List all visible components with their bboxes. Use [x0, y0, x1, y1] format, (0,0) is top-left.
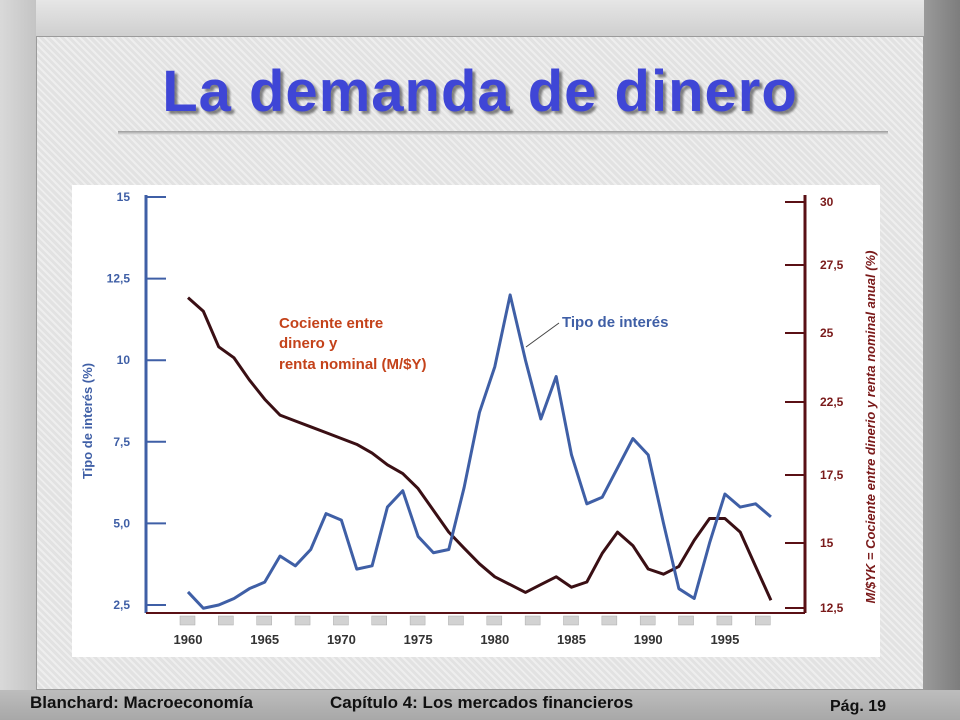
- x-tick-label: 1990: [634, 632, 663, 647]
- chart: 15 12,5 10 7,5 5,0 2,5 30 27,5 25 22,5 17,5 15 12,5…: [80, 190, 878, 647]
- x-tick-label: 1980: [480, 632, 509, 647]
- right-tick-label: 17,5: [820, 468, 844, 482]
- left-axis-label: Tipo de interés (%): [80, 363, 95, 479]
- slide-title: La demanda de dinero: [162, 59, 798, 124]
- x-axis-marker: [755, 615, 771, 626]
- right-tick-label: 27,5: [820, 258, 844, 272]
- x-axis-marker: [524, 615, 541, 626]
- left-tick-label: 7,5: [113, 435, 130, 449]
- chart-panel: 15 12,5 10 7,5 5,0 2,5 30 27,5 25 22,5 17,5 15 12,5…: [72, 185, 880, 657]
- x-axis-marker: [601, 615, 618, 626]
- right-tick-label: 30: [820, 195, 834, 209]
- interest-label-leader: [525, 322, 560, 348]
- x-axis-marker: [678, 615, 694, 626]
- frame-bevel-right: [924, 0, 960, 690]
- frame-bevel-left: [0, 0, 36, 690]
- x-axis-marker: [716, 615, 733, 626]
- x-tick-label: 1960: [174, 632, 203, 647]
- left-tick-label: 15: [117, 190, 131, 204]
- x-axis-marker: [409, 615, 426, 626]
- x-axis-marker: [448, 615, 464, 626]
- x-tick-label: 1975: [404, 632, 433, 647]
- x-tick-label: 1965: [250, 632, 279, 647]
- footer-chapter: Capítulo 4: Los mercados financieros: [330, 693, 634, 712]
- left-tick-label: 12,5: [107, 272, 131, 286]
- right-axis-label: M/$YK = Cociente entre dinerio y renta n…: [863, 251, 878, 604]
- left-tick-label: 2,5: [113, 598, 130, 612]
- x-axis-marker: [371, 615, 387, 626]
- x-tick-label: 1970: [327, 632, 356, 647]
- right-tick-label: 12,5: [820, 601, 844, 615]
- x-axis-marker: [256, 615, 272, 626]
- x-tick-label: 1995: [710, 632, 739, 647]
- right-tick-label: 15: [820, 536, 834, 550]
- interest-label: Tipo de interés: [562, 314, 668, 331]
- title-rule: [118, 131, 888, 135]
- x-axis-marker: [294, 615, 311, 626]
- left-tick-label: 10: [117, 353, 131, 367]
- frame-bevel-top: [0, 0, 960, 36]
- x-axis-marker: [333, 615, 349, 626]
- ratio-label-line-3: renta nominal (M/$Y): [279, 356, 427, 373]
- footer-page-number: Pág. 19: [830, 698, 887, 715]
- x-axis-marker: [639, 615, 656, 626]
- ratio-label-line-1: Cociente entre: [279, 315, 383, 332]
- left-tick-label: 5,0: [113, 516, 130, 530]
- x-axis-marker: [486, 615, 503, 626]
- right-tick-label: 22,5: [820, 395, 844, 409]
- x-axis-marker: [218, 615, 234, 626]
- series-line-money-ratio: [187, 296, 773, 601]
- series-line-interest-rate: [186, 293, 772, 610]
- frame-bevel-bottom: [0, 690, 960, 720]
- x-axis-marker: [179, 615, 196, 626]
- x-axis-marker: [563, 615, 579, 626]
- ratio-label-line-2: dinero y: [279, 335, 338, 352]
- right-tick-label: 25: [820, 326, 834, 340]
- footer-author: Blanchard: Macroeconomía: [30, 693, 253, 712]
- x-tick-label: 1985: [557, 632, 586, 647]
